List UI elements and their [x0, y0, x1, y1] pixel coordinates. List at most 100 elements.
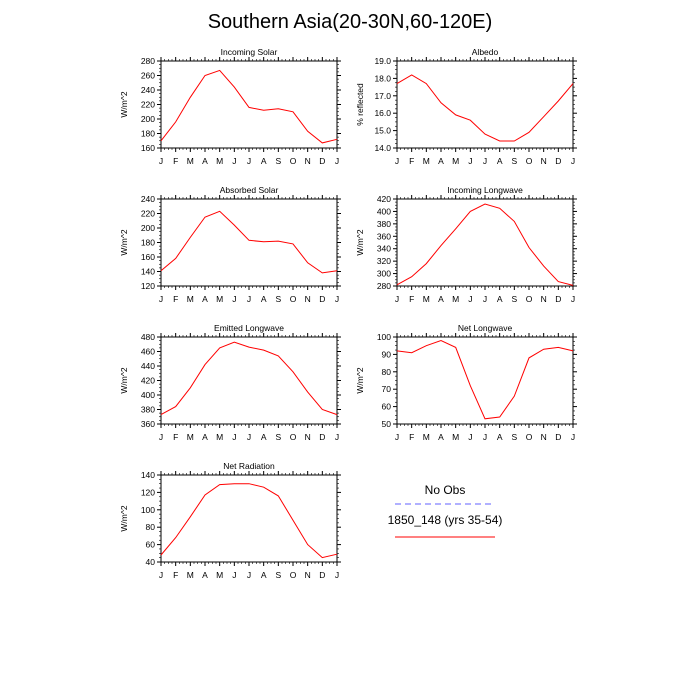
y-tick-label: 40 — [146, 557, 156, 567]
x-tick-label: J — [232, 156, 236, 166]
panel-4: J F M A M J J A S O N D J280300320340360380400420Inc… — [355, 185, 577, 304]
x-tick-label: J — [395, 294, 399, 304]
y-tick-label: 14.0 — [374, 143, 391, 153]
y-tick-label: 200 — [141, 114, 155, 124]
x-tick-label: D — [319, 570, 325, 580]
x-tick-label: S — [275, 570, 281, 580]
y-axis-label: W/m^2 — [119, 367, 129, 393]
x-tick-label: A — [497, 156, 503, 166]
x-tick-label: M — [187, 570, 194, 580]
x-tick-label: J — [335, 294, 339, 304]
y-tick-label: 220 — [141, 209, 155, 219]
x-tick-label: A — [438, 294, 444, 304]
x-tick-label: M — [216, 432, 223, 442]
y-tick-label: 280 — [141, 56, 155, 66]
y-tick-label: 180 — [141, 238, 155, 248]
series-line — [160, 69, 338, 144]
x-tick-label: S — [275, 294, 281, 304]
x-tick-label: M — [452, 294, 459, 304]
x-tick-label: A — [438, 156, 444, 166]
y-tick-label: 17.0 — [374, 91, 391, 101]
plot-frame — [160, 336, 338, 425]
x-tick-label: N — [541, 294, 547, 304]
x-tick-label: N — [541, 432, 547, 442]
series-line — [396, 339, 574, 420]
y-axis-label: W/m^2 — [119, 91, 129, 117]
x-tick-label: J — [571, 294, 575, 304]
x-tick-label: J — [335, 432, 339, 442]
x-tick-label: S — [275, 432, 281, 442]
y-axis-label: W/m^2 — [119, 229, 129, 255]
x-tick-label: D — [555, 294, 561, 304]
x-tick-label: A — [202, 294, 208, 304]
x-tick-label: J — [247, 432, 251, 442]
x-tick-label: J — [232, 570, 236, 580]
x-tick-label: A — [202, 156, 208, 166]
x-tick-label: F — [173, 570, 178, 580]
y-tick-label: 380 — [377, 219, 391, 229]
x-tick-label: A — [497, 294, 503, 304]
plot-frame — [396, 336, 574, 425]
x-tick-label: J — [395, 156, 399, 166]
x-tick-label: O — [526, 156, 533, 166]
y-tick-label: 160 — [141, 252, 155, 262]
y-tick-label: 140 — [141, 267, 155, 277]
x-tick-label: O — [290, 570, 297, 580]
panel-title: Net Longwave — [458, 323, 513, 333]
x-tick-label: D — [319, 432, 325, 442]
y-tick-label: 380 — [141, 405, 155, 415]
x-tick-label: O — [526, 432, 533, 442]
y-tick-label: 360 — [141, 419, 155, 429]
x-tick-label: M — [187, 156, 194, 166]
x-tick-label: F — [173, 294, 178, 304]
x-tick-label: S — [275, 156, 281, 166]
x-tick-label: J — [468, 294, 472, 304]
y-tick-label: 340 — [377, 244, 391, 254]
y-tick-label: 16.0 — [374, 108, 391, 118]
y-tick-label: 240 — [141, 85, 155, 95]
x-tick-label: M — [216, 570, 223, 580]
x-tick-label: M — [216, 294, 223, 304]
x-tick-label: J — [159, 570, 163, 580]
y-tick-label: 140 — [141, 470, 155, 480]
y-tick-label: 360 — [377, 231, 391, 241]
x-tick-label: A — [497, 432, 503, 442]
x-tick-label: J — [335, 156, 339, 166]
x-tick-label: M — [423, 294, 430, 304]
x-tick-label: J — [159, 294, 163, 304]
x-tick-label: A — [202, 432, 208, 442]
y-tick-label: 300 — [377, 269, 391, 279]
x-tick-label: S — [511, 156, 517, 166]
series-line — [396, 74, 574, 142]
x-tick-label: O — [290, 294, 297, 304]
x-tick-label: F — [409, 294, 414, 304]
y-tick-label: 18.0 — [374, 73, 391, 83]
x-tick-label: M — [452, 432, 459, 442]
x-tick-label: A — [261, 156, 267, 166]
x-tick-label: N — [305, 432, 311, 442]
y-tick-label: 180 — [141, 129, 155, 139]
plot-frame — [396, 60, 574, 149]
x-tick-label: J — [159, 432, 163, 442]
x-tick-label: O — [526, 294, 533, 304]
y-tick-label: 460 — [141, 347, 155, 357]
x-tick-label: D — [319, 156, 325, 166]
x-tick-label: N — [305, 570, 311, 580]
y-axis-label: W/m^2 — [355, 229, 365, 255]
series-line — [160, 210, 338, 274]
y-tick-label: 200 — [141, 223, 155, 233]
x-tick-label: F — [173, 156, 178, 166]
series-line — [160, 483, 338, 559]
x-tick-label: S — [511, 294, 517, 304]
y-tick-label: 440 — [141, 361, 155, 371]
plot-frame — [160, 198, 338, 287]
y-tick-label: 400 — [377, 206, 391, 216]
y-tick-label: 100 — [141, 505, 155, 515]
x-tick-label: M — [452, 156, 459, 166]
y-tick-label: 120 — [141, 281, 155, 291]
y-tick-label: 240 — [141, 194, 155, 204]
y-tick-label: 160 — [141, 143, 155, 153]
legend-label-obs: No Obs — [425, 483, 466, 497]
